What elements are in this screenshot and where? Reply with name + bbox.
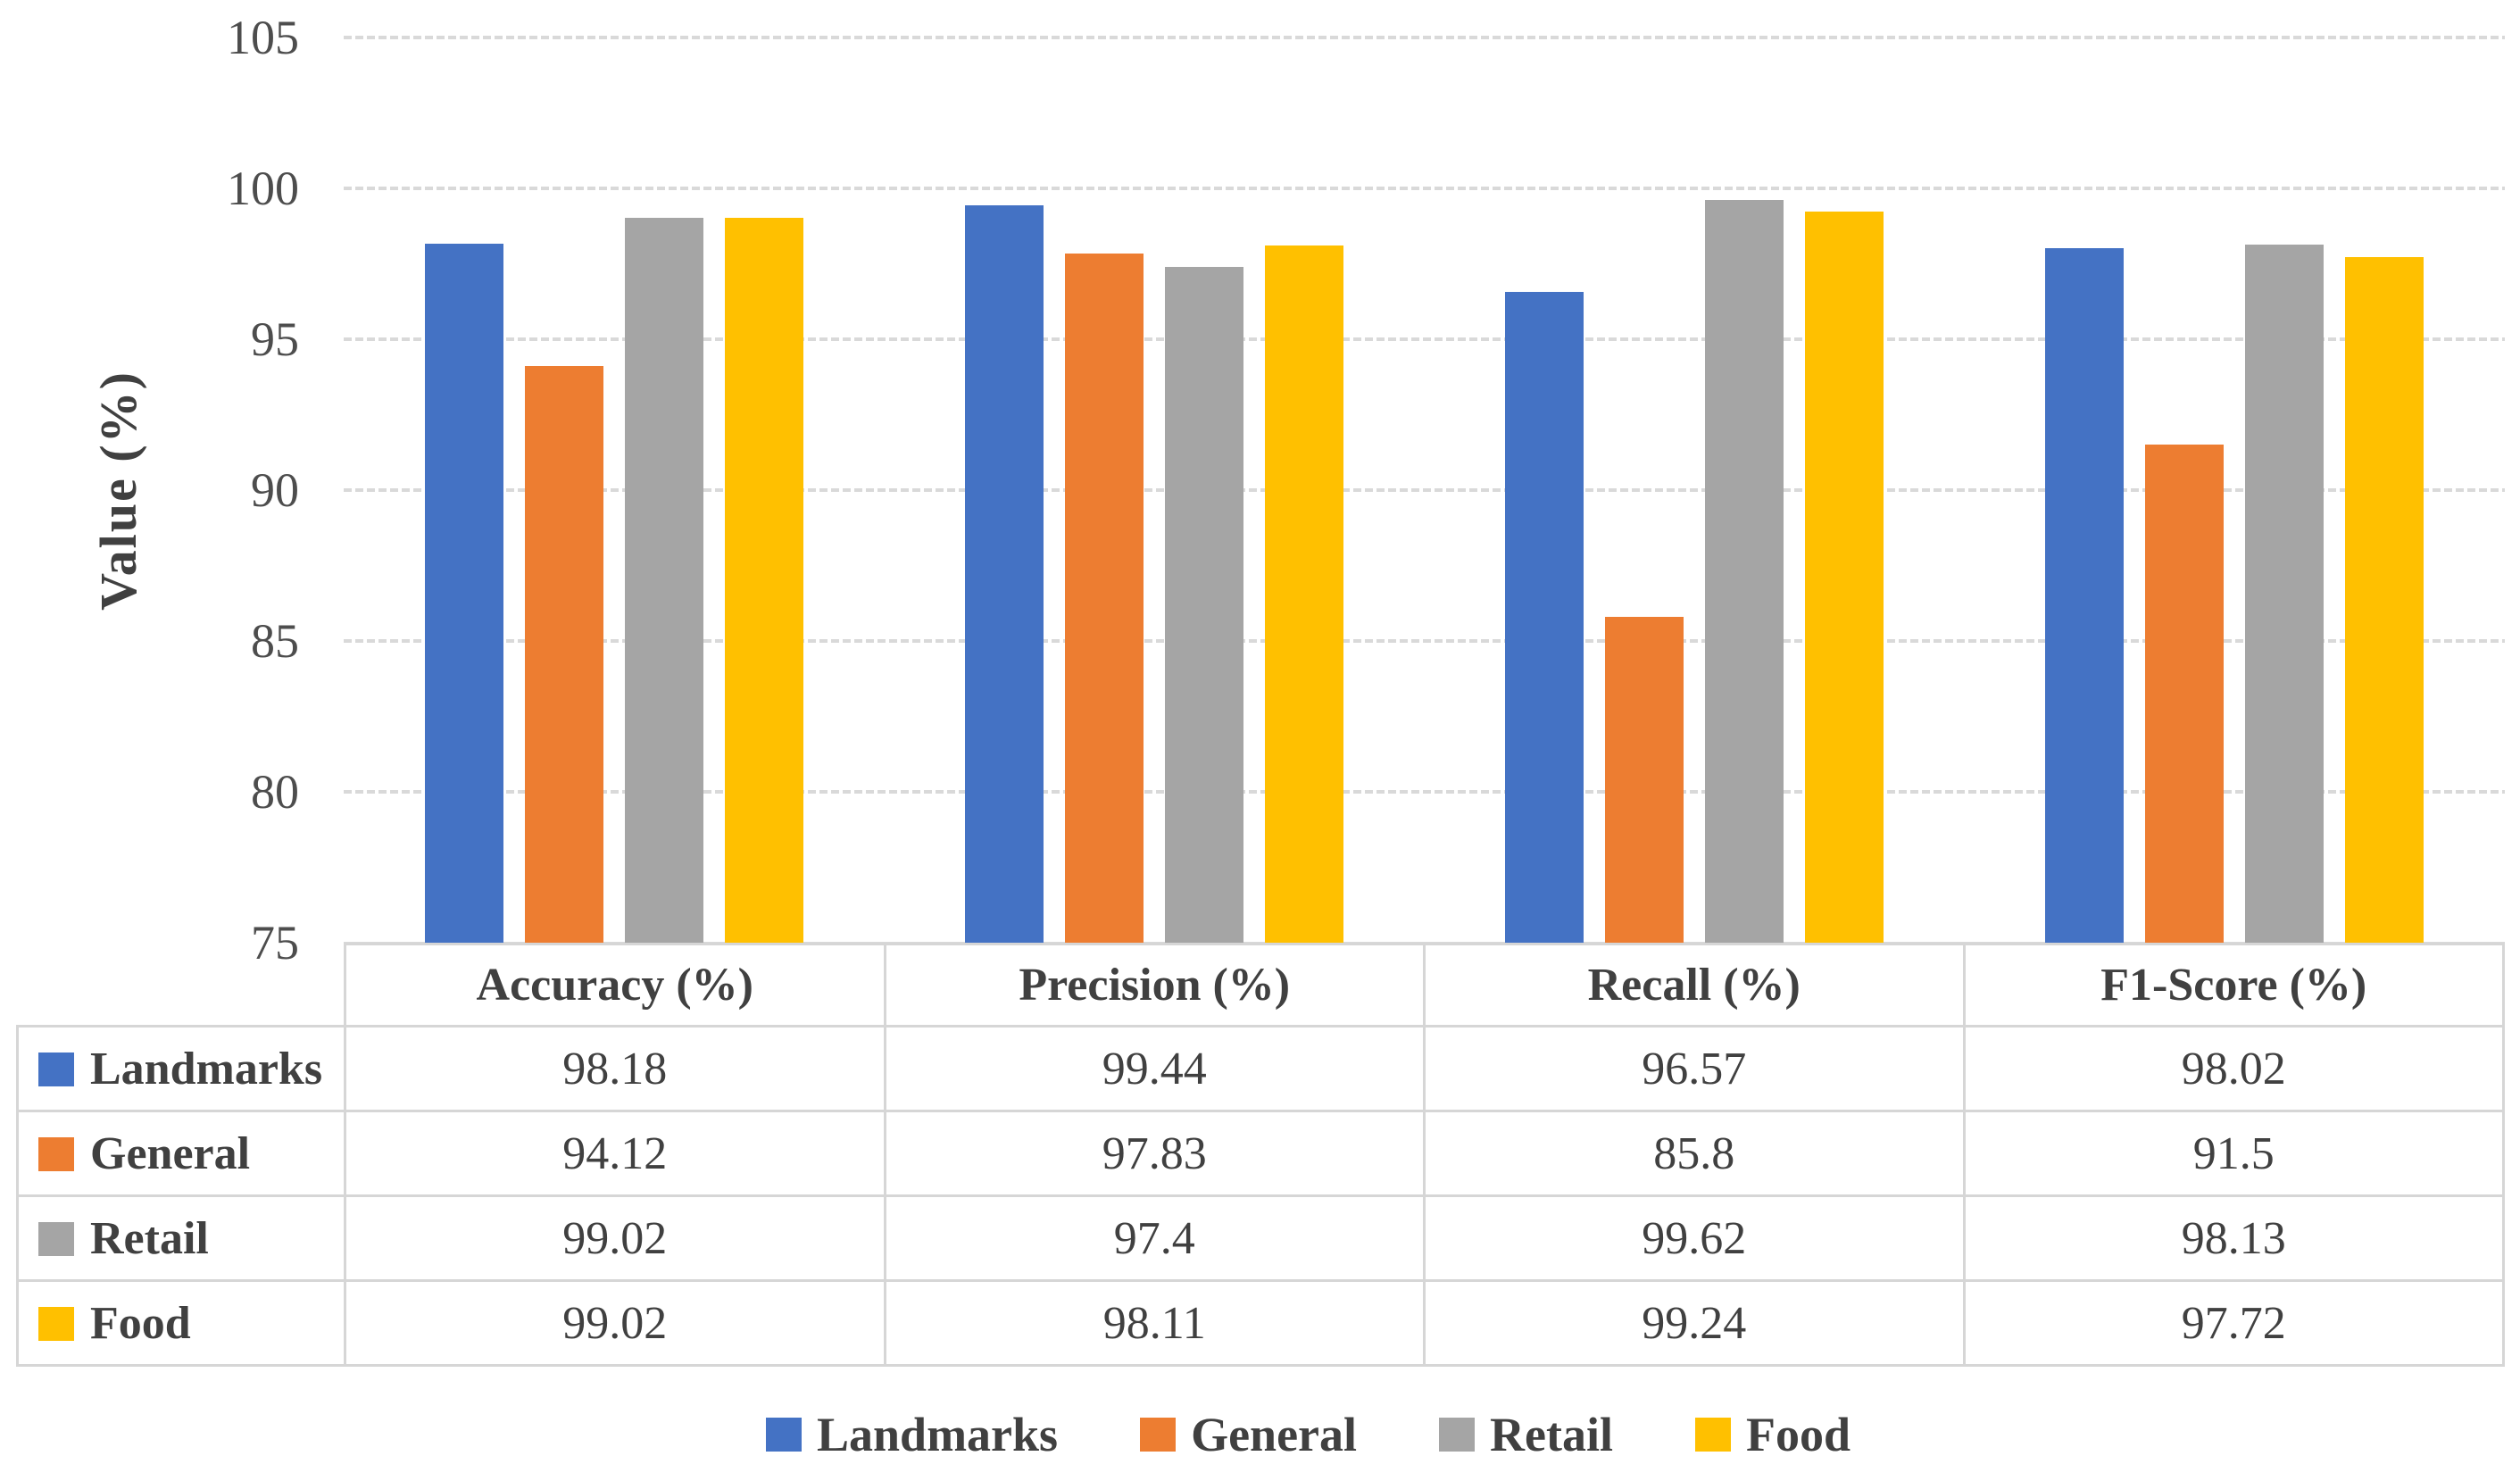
table-value-food-accuracy: 99.02: [344, 1279, 886, 1367]
bar-retail-recall: [1705, 199, 1784, 943]
table-row-retail: Retail 99.02 97.4 99.62 98.13: [16, 1194, 2505, 1282]
table-value-landmarks-precision: 99.44: [883, 1025, 1426, 1112]
y-tick-label-80: 80: [251, 765, 299, 819]
table-row-landmarks: Landmarks 98.18 99.44 96.57 98.02: [16, 1025, 2505, 1112]
y-tick-label-85: 85: [251, 613, 299, 668]
legend-item-landmarks: Landmarks: [765, 1407, 1059, 1462]
gridline-105: [344, 36, 2505, 39]
gridline-95: [344, 337, 2505, 341]
legend-swatch-general: [1140, 1418, 1177, 1452]
series-label-landmarks: Landmarks: [16, 1025, 346, 1112]
table-value-retail-accuracy: 99.02: [344, 1194, 886, 1282]
legend-item-retail: Retail: [1439, 1407, 1613, 1462]
bar-landmarks-accuracy: [424, 243, 503, 943]
bar-food-recall: [1805, 211, 1884, 943]
table-value-landmarks-accuracy: 98.18: [344, 1025, 886, 1112]
bar-food-precision: [1264, 245, 1343, 943]
bar-group-accuracy: [344, 37, 884, 943]
y-tick-label-90: 90: [251, 463, 299, 517]
table-header-f1-score: F1-Score (%): [1962, 943, 2505, 1028]
table-header-row: Accuracy (%) Precision (%) Recall (%) F1-Sc…: [18, 943, 2505, 1028]
y-axis-ticks: 105 100 95 90 85 80 75: [116, 11, 299, 969]
table-value-general-accuracy: 94.12: [344, 1110, 886, 1197]
gridline-100: [344, 186, 2505, 190]
table-value-general-precision: 97.83: [883, 1110, 1426, 1197]
data-table-body: Accuracy (%) Precision (%) Recall (%) F1-Sc…: [16, 943, 2505, 1367]
table-row-food: Food 99.02 98.11 99.24 97.72: [16, 1279, 2505, 1367]
bar-general-precision: [1064, 254, 1144, 943]
legend-swatch-retail: [1439, 1418, 1476, 1452]
bar-general-recall: [1605, 616, 1684, 943]
gridline-80: [344, 790, 2505, 794]
legend-swatch-food: [1694, 1418, 1731, 1452]
bar-group-f1-score: [1965, 37, 2505, 943]
bar-groups: [344, 37, 2505, 943]
table-value-retail-recall: 99.62: [1423, 1194, 1966, 1282]
gridline-85: [344, 638, 2505, 643]
x-axis-line: [344, 942, 2505, 944]
table-header-precision: Precision (%): [883, 943, 1426, 1028]
bar-landmarks-f1-score: [2045, 247, 2125, 943]
bar-retail-precision: [1164, 266, 1243, 943]
bar-group-precision: [884, 37, 1424, 943]
series-swatch-food: [38, 1306, 74, 1341]
table-header-recall: Recall (%): [1423, 943, 1966, 1028]
y-tick-label-75: 75: [251, 916, 299, 969]
series-swatch-general: [38, 1136, 74, 1171]
bar-landmarks-precision: [964, 204, 1044, 943]
table-value-retail-precision: 97.4: [883, 1194, 1426, 1282]
legend-label-general: General: [1191, 1408, 1358, 1461]
table-header-accuracy: Accuracy (%): [344, 943, 886, 1028]
y-tick-label-105: 105: [227, 11, 299, 64]
y-tick-label-100: 100: [227, 161, 299, 215]
bar-group-recall: [1425, 37, 1965, 943]
table-value-general-f1-score: 91.5: [1962, 1110, 2505, 1197]
bar-food-f1-score: [2345, 257, 2424, 943]
table-corner-cell: [18, 944, 345, 1027]
bar-retail-accuracy: [624, 218, 703, 943]
bar-food-accuracy: [724, 218, 803, 943]
table-value-food-f1-score: 97.72: [1962, 1279, 2505, 1367]
bar-general-f1-score: [2145, 445, 2225, 943]
table-value-landmarks-recall: 96.57: [1423, 1025, 1966, 1112]
chart-legend: Landmarks General Retail Food: [0, 1407, 2520, 1462]
series-label-retail: Retail: [16, 1194, 346, 1282]
table-value-general-recall: 85.8: [1423, 1110, 1966, 1197]
table-value-food-recall: 99.24: [1423, 1279, 1966, 1367]
series-swatch-landmarks: [38, 1052, 74, 1086]
table-value-food-precision: 98.11: [883, 1279, 1426, 1367]
table-value-retail-f1-score: 98.13: [1962, 1194, 2505, 1282]
bar-retail-f1-score: [2245, 245, 2325, 943]
table-value-landmarks-f1-score: 98.02: [1962, 1025, 2505, 1112]
legend-swatch-landmarks: [765, 1418, 802, 1452]
series-swatch-retail: [38, 1221, 74, 1256]
series-label-general: General: [16, 1110, 346, 1197]
legend-label-food: Food: [1745, 1408, 1851, 1461]
legend-label-retail: Retail: [1490, 1408, 1613, 1461]
legend-item-general: General: [1140, 1407, 1357, 1462]
series-label-food: Food: [16, 1279, 346, 1367]
bar-landmarks-recall: [1505, 291, 1584, 943]
plot-area: [344, 36, 2505, 944]
bar-general-accuracy: [524, 365, 603, 943]
legend-item-food: Food: [1694, 1407, 1851, 1462]
table-row-general: General 94.12 97.83 85.8 91.5: [16, 1110, 2505, 1197]
y-tick-label-95: 95: [251, 312, 299, 366]
gridline-90: [344, 488, 2505, 492]
legend-label-landmarks: Landmarks: [816, 1408, 1059, 1461]
data-table: Accuracy (%) Precision (%) Recall (%) F1-Sc…: [16, 943, 2505, 1367]
